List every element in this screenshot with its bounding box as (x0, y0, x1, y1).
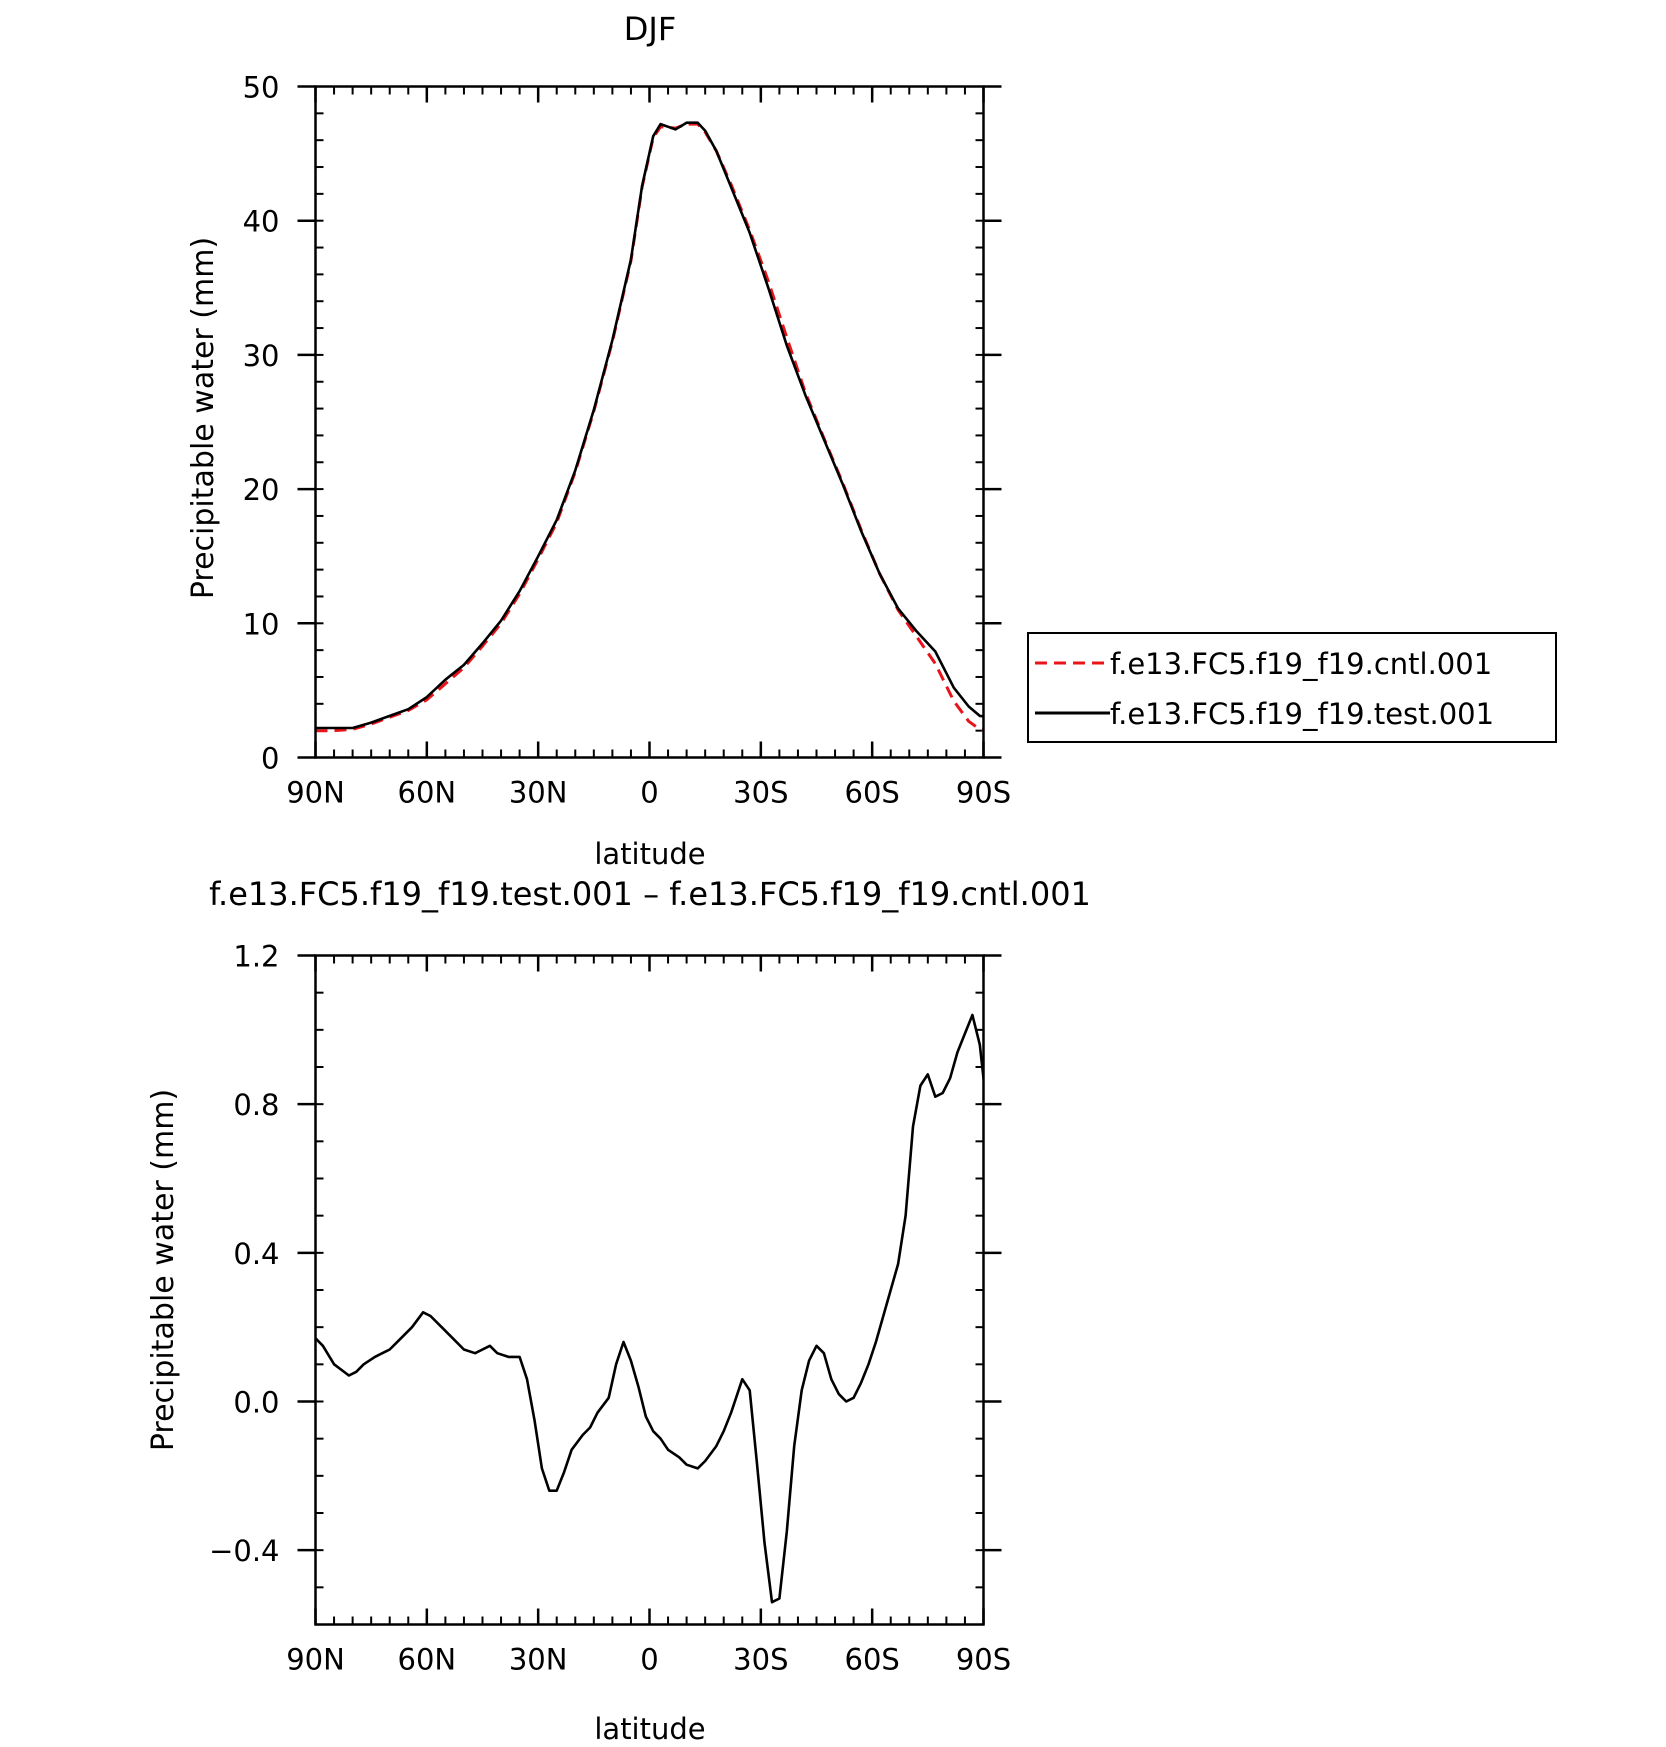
x-axis-label: latitude (594, 1712, 705, 1746)
series-line-test (315, 121, 984, 730)
tick-layer: 90N 60N 30N 0 30S 60S 90S −0.4 0.0 0.4 0.8 1.2 (209, 940, 1011, 1677)
y-axis-label: Precipitable water (mm) (146, 1089, 181, 1451)
y-tick-label: −0.4 (209, 1534, 279, 1568)
y-tick-label: 0 (261, 742, 279, 776)
precipitable-water-panel: DJF Precipitable water (mm) latitude 90N… (186, 10, 1557, 871)
x-tick-label: 30S (733, 776, 788, 810)
series-line-difference (315, 1013, 984, 1604)
x-tick-label: 30N (509, 1643, 568, 1677)
legend-label-test: f.e13.FC5.f19_f19.test.001 (1110, 697, 1494, 731)
legend: f.e13.FC5.f19_f19.cntl.001 f.e13.FC5.f19… (1027, 632, 1557, 743)
y-tick-label: 20 (243, 473, 280, 507)
y-tick-label: 30 (243, 339, 280, 373)
series-line-cntl (315, 122, 984, 733)
y-tick-label: 10 (243, 607, 280, 641)
plot-frame (314, 954, 985, 1626)
plot-frame (314, 85, 985, 759)
x-tick-label: 90S (956, 776, 1011, 810)
chart-title: f.e13.FC5.f19_f19.test.001 – f.e13.FC5.f… (209, 875, 1091, 913)
tick-layer: 90N 60N 30N 0 30S 60S 90S 0 10 20 30 40 50 (243, 71, 1012, 810)
y-tick-label: 0.8 (233, 1088, 279, 1122)
x-tick-label: 0 (640, 776, 658, 810)
x-tick-label: 30S (733, 1643, 788, 1677)
y-tick-label: 0.4 (233, 1237, 279, 1271)
x-tick-label: 90S (956, 1643, 1011, 1677)
series-layer (315, 1013, 984, 1604)
x-tick-label: 60S (845, 776, 900, 810)
series-layer (315, 121, 984, 733)
y-axis-label: Precipitable water (mm) (186, 237, 221, 599)
x-tick-label: 30N (509, 776, 568, 810)
y-tick-label: 40 (243, 205, 280, 239)
x-tick-label: 60S (845, 1643, 900, 1677)
y-tick-label: 0.0 (233, 1386, 279, 1420)
x-tick-label: 90N (286, 776, 345, 810)
x-tick-label: 60N (398, 1643, 457, 1677)
y-tick-label: 50 (243, 71, 280, 105)
y-tick-label: 1.2 (233, 940, 279, 974)
chart-title: DJF (624, 10, 676, 48)
x-tick-label: 0 (640, 1643, 658, 1677)
x-axis-label: latitude (594, 837, 705, 871)
legend-box (1027, 632, 1557, 743)
x-tick-label: 90N (286, 1643, 345, 1677)
legend-label-cntl: f.e13.FC5.f19_f19.cntl.001 (1110, 647, 1492, 681)
difference-panel: f.e13.FC5.f19_f19.test.001 – f.e13.FC5.f… (146, 875, 1091, 1746)
x-tick-label: 60N (398, 776, 457, 810)
